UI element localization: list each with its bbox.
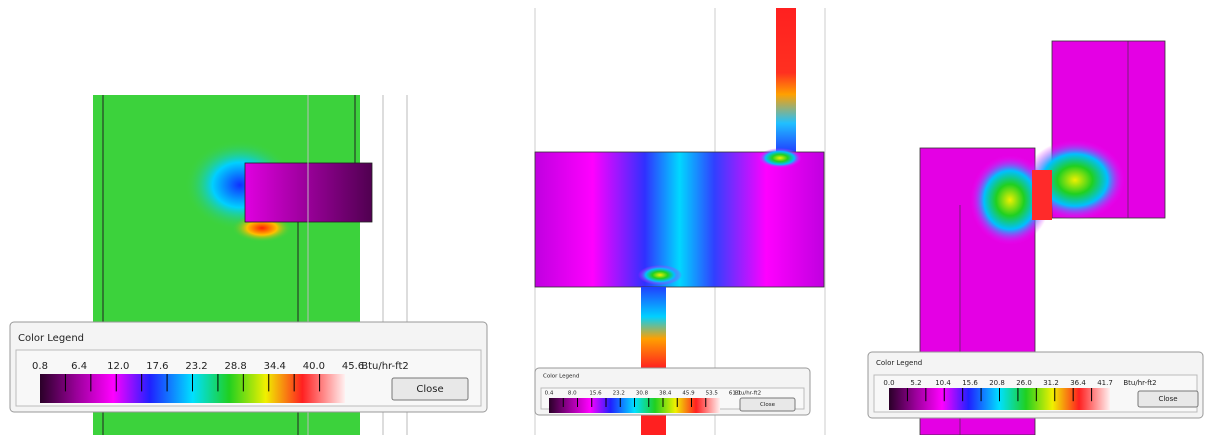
legend-label: 34.4: [264, 361, 286, 372]
legend-label: 6.4: [71, 361, 87, 372]
region: [535, 152, 824, 287]
region: [776, 8, 796, 152]
legend-label: 31.2: [1043, 379, 1059, 387]
region: [1032, 170, 1052, 220]
legend-label: 17.6: [146, 361, 168, 372]
dialog-title: Color Legend: [18, 333, 84, 344]
legend-label: 10.4: [935, 379, 951, 387]
screenshot: Color Legend 0.8 6.4 12.0 17.6 23.2 28.8 34.4 40…: [0, 0, 1207, 435]
dialog-title: Color Legend: [543, 374, 579, 380]
legend-unit: Btu/hr-ft2: [735, 391, 761, 397]
color-legend-dialog: Color Legend 0.0 5.2 10.4 15.6 20.8 26.0 31.2 36…: [868, 352, 1203, 418]
legend-unit: Btu/hr-ft2: [361, 361, 409, 372]
legend-label: 38.4: [659, 391, 672, 397]
legend-label: 40.0: [303, 361, 325, 372]
close-button-label[interactable]: Close: [416, 384, 443, 395]
legend-label: 23.2: [613, 391, 625, 397]
legend-label: 5.2: [910, 379, 921, 387]
close-button-label[interactable]: Close: [1158, 395, 1177, 403]
legend-label: 53.5: [706, 391, 719, 397]
legend-label: 28.8: [224, 361, 246, 372]
color-legend-dialog: Color Legend 0.4 8.0 15.6 23.2 30.8 38.4 45.9 53…: [535, 368, 810, 415]
color-legend-dialog: Color Legend 0.8 6.4 12.0 17.6 23.2 28.8 34.4 40…: [10, 322, 487, 412]
legend-label: 41.7: [1097, 379, 1113, 387]
legend-label: 15.6: [589, 391, 602, 397]
legend-label: 30.8: [636, 391, 649, 397]
legend-label: 20.8: [989, 379, 1005, 387]
legend-label: 23.2: [185, 361, 207, 372]
dialog-title: Color Legend: [876, 359, 922, 367]
legend-label: 26.0: [1016, 379, 1032, 387]
legend-label: 8.0: [568, 391, 577, 397]
legend-label: 12.0: [107, 361, 129, 372]
legend-label: 45.9: [682, 391, 695, 397]
gradient: [758, 148, 802, 168]
legend-label: 0.4: [545, 391, 554, 397]
legend-label: 15.6: [962, 379, 978, 387]
legend-label: 0.8: [32, 361, 48, 372]
legend-unit: Btu/hr-ft2: [1123, 379, 1156, 387]
legend-label: 36.4: [1070, 379, 1086, 387]
gradient: [638, 265, 682, 285]
close-button-label[interactable]: Close: [760, 402, 776, 408]
legend-label: 0.0: [883, 379, 894, 387]
